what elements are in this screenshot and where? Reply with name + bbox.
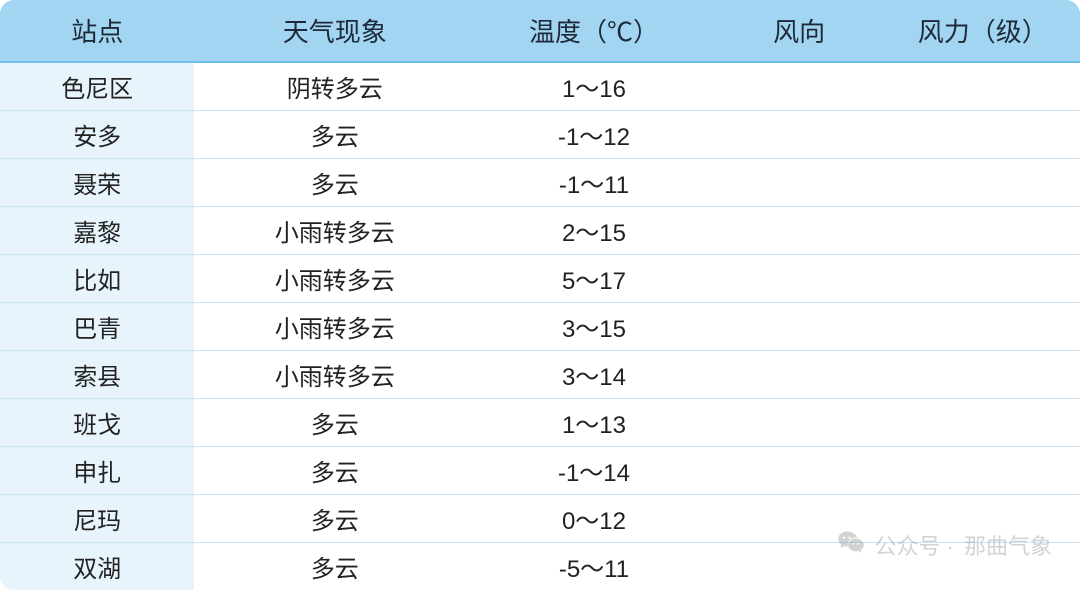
table-row: 巴青小雨转多云3～15 xyxy=(0,302,1080,350)
weather-table-container: 站点天气现象温度（℃）风向风力（级） 色尼区阴转多云1～16安多多云-1～12聂… xyxy=(0,0,1080,590)
cell-wind_dir xyxy=(713,494,886,542)
cell-temp: -1～11 xyxy=(475,158,713,206)
table-row: 索县小雨转多云3～14 xyxy=(0,350,1080,398)
cell-wind_dir xyxy=(713,446,886,494)
cell-weather: 小雨转多云 xyxy=(194,206,475,254)
cell-weather: 多云 xyxy=(194,542,475,590)
cell-station: 嘉黎 xyxy=(0,206,194,254)
cell-station: 班戈 xyxy=(0,398,194,446)
col-header-wind_force: 风力（级） xyxy=(886,0,1080,62)
cell-weather: 多云 xyxy=(194,494,475,542)
cell-wind_force xyxy=(886,542,1080,590)
cell-temp: 2～15 xyxy=(475,206,713,254)
cell-wind_dir xyxy=(713,350,886,398)
cell-station: 尼玛 xyxy=(0,494,194,542)
cell-wind_dir xyxy=(713,110,886,158)
cell-wind_dir xyxy=(713,206,886,254)
cell-temp: 5～17 xyxy=(475,254,713,302)
col-header-temp: 温度（℃） xyxy=(475,0,713,62)
cell-wind_dir xyxy=(713,62,886,110)
cell-wind_force xyxy=(886,62,1080,110)
cell-wind_force xyxy=(886,446,1080,494)
col-header-wind_dir: 风向 xyxy=(713,0,886,62)
cell-wind_force xyxy=(886,398,1080,446)
cell-weather: 阴转多云 xyxy=(194,62,475,110)
cell-wind_dir xyxy=(713,158,886,206)
cell-wind_force xyxy=(886,350,1080,398)
cell-weather: 多云 xyxy=(194,110,475,158)
table-row: 色尼区阴转多云1～16 xyxy=(0,62,1080,110)
cell-weather: 多云 xyxy=(194,446,475,494)
table-row: 申扎多云-1～14 xyxy=(0,446,1080,494)
cell-station: 比如 xyxy=(0,254,194,302)
cell-station: 索县 xyxy=(0,350,194,398)
cell-wind_force xyxy=(886,206,1080,254)
cell-wind_dir xyxy=(713,254,886,302)
cell-station: 色尼区 xyxy=(0,62,194,110)
cell-wind_force xyxy=(886,158,1080,206)
table-row: 嘉黎小雨转多云2～15 xyxy=(0,206,1080,254)
table-row: 比如小雨转多云5～17 xyxy=(0,254,1080,302)
col-header-station: 站点 xyxy=(0,0,194,62)
cell-wind_dir xyxy=(713,302,886,350)
table-row: 安多多云-1～12 xyxy=(0,110,1080,158)
table-row: 双湖多云-5～11 xyxy=(0,542,1080,590)
cell-weather: 小雨转多云 xyxy=(194,302,475,350)
table-row: 尼玛多云0～12 xyxy=(0,494,1080,542)
cell-station: 双湖 xyxy=(0,542,194,590)
cell-weather: 多云 xyxy=(194,398,475,446)
cell-temp: 1～13 xyxy=(475,398,713,446)
table-body: 色尼区阴转多云1～16安多多云-1～12聂荣多云-1～11嘉黎小雨转多云2～15… xyxy=(0,62,1080,590)
cell-temp: 1～16 xyxy=(475,62,713,110)
weather-table: 站点天气现象温度（℃）风向风力（级） 色尼区阴转多云1～16安多多云-1～12聂… xyxy=(0,0,1080,590)
cell-weather: 多云 xyxy=(194,158,475,206)
cell-temp: 3～15 xyxy=(475,302,713,350)
cell-station: 申扎 xyxy=(0,446,194,494)
cell-wind_dir xyxy=(713,542,886,590)
cell-station: 安多 xyxy=(0,110,194,158)
cell-wind_dir xyxy=(713,398,886,446)
cell-weather: 小雨转多云 xyxy=(194,254,475,302)
cell-temp: -1～14 xyxy=(475,446,713,494)
cell-temp: 3～14 xyxy=(475,350,713,398)
table-row: 聂荣多云-1～11 xyxy=(0,158,1080,206)
cell-wind_force xyxy=(886,110,1080,158)
cell-wind_force xyxy=(886,302,1080,350)
cell-weather: 小雨转多云 xyxy=(194,350,475,398)
cell-station: 巴青 xyxy=(0,302,194,350)
table-header-row: 站点天气现象温度（℃）风向风力（级） xyxy=(0,0,1080,62)
cell-wind_force xyxy=(886,254,1080,302)
table-row: 班戈多云1～13 xyxy=(0,398,1080,446)
col-header-weather: 天气现象 xyxy=(194,0,475,62)
cell-temp: -5～11 xyxy=(475,542,713,590)
cell-temp: -1～12 xyxy=(475,110,713,158)
cell-wind_force xyxy=(886,494,1080,542)
cell-temp: 0～12 xyxy=(475,494,713,542)
cell-station: 聂荣 xyxy=(0,158,194,206)
